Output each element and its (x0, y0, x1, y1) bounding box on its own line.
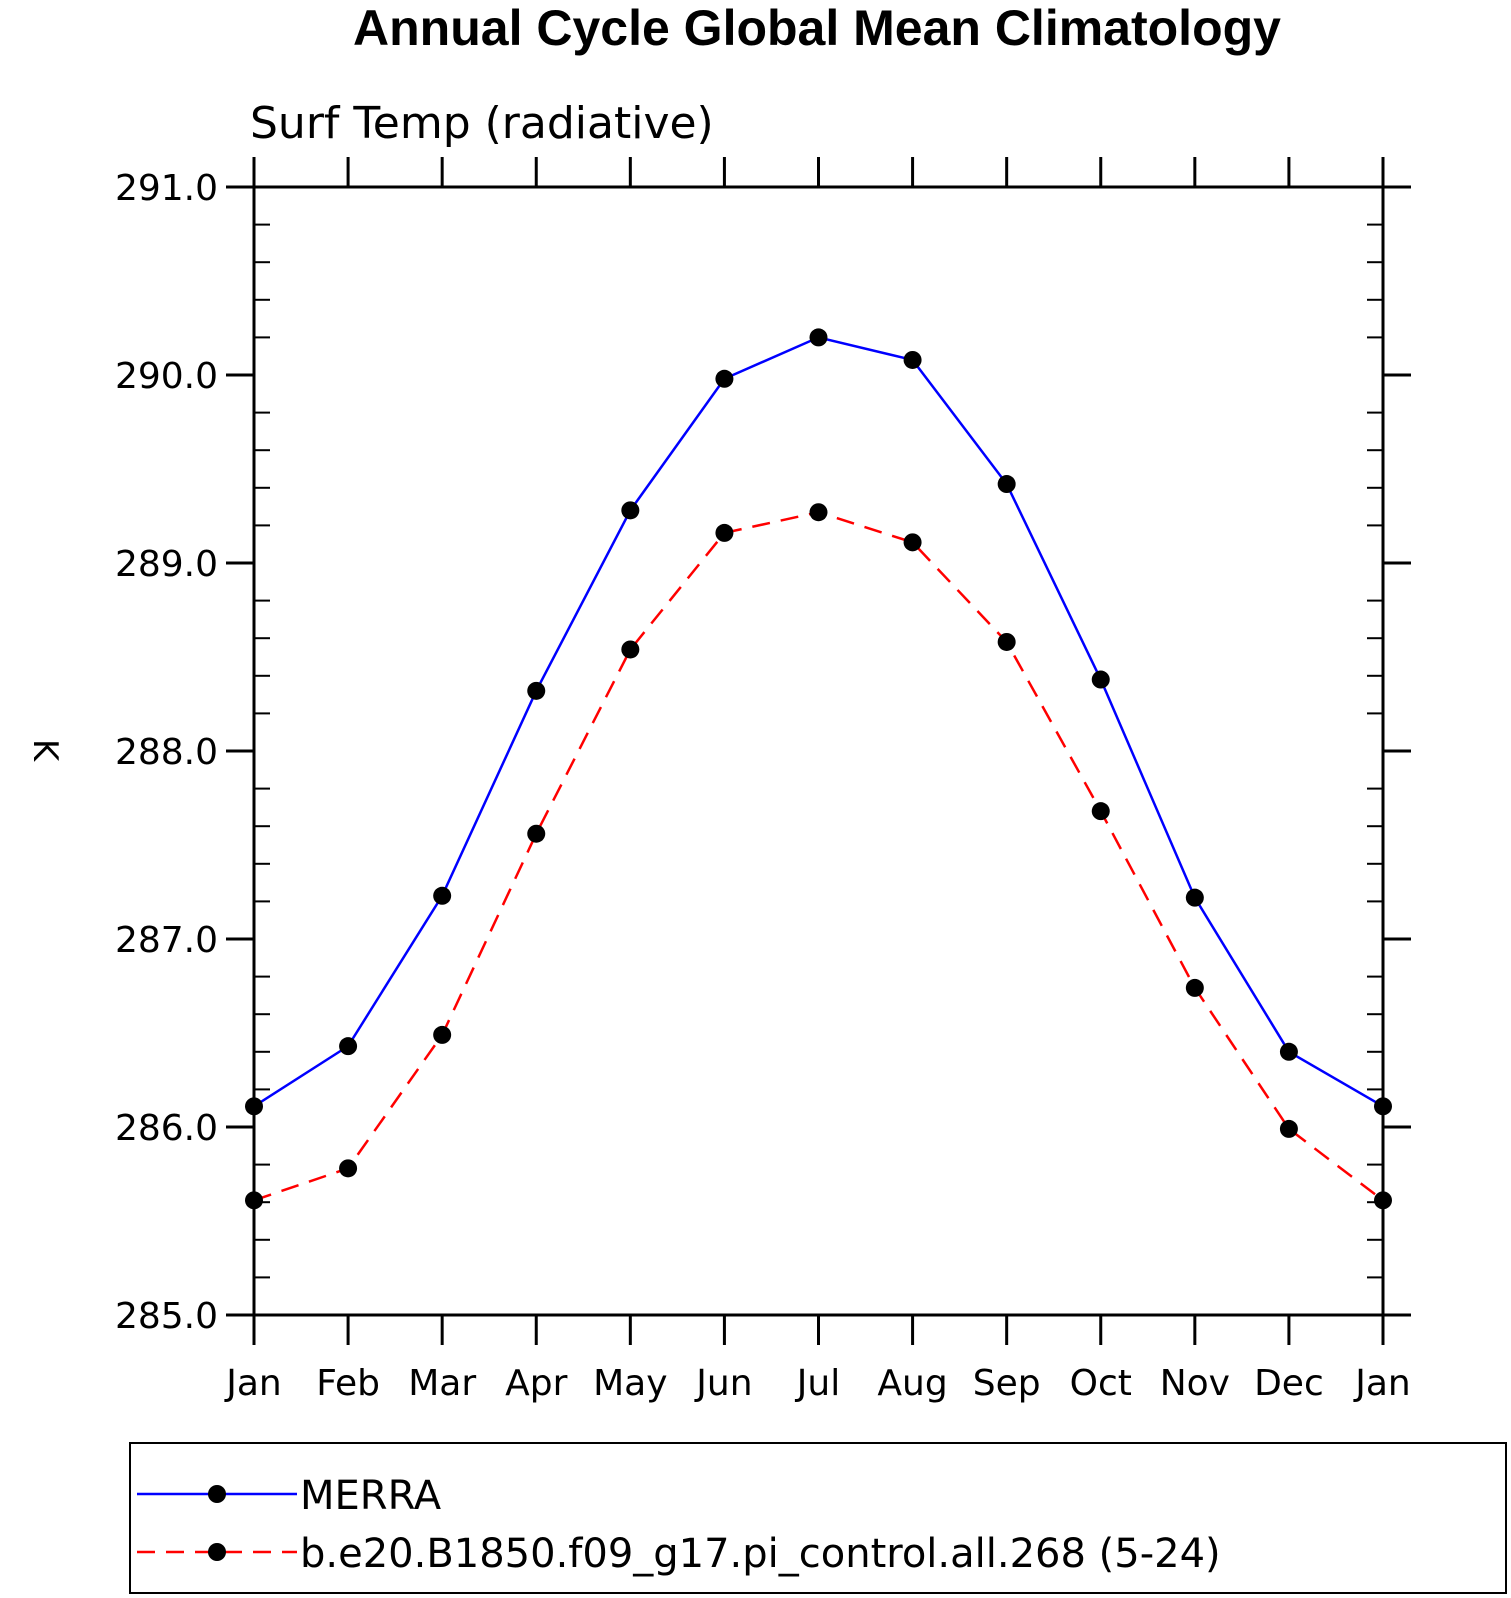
y-tick-label: 291.0 (115, 168, 218, 209)
x-tick-label: Jul (795, 1363, 840, 1404)
chart-title: Annual Cycle Global Mean Climatology (353, 0, 1281, 56)
legend-label: MERRA (300, 1473, 442, 1519)
series-line (253, 510, 1384, 1202)
data-point (1374, 1097, 1392, 1116)
data-point (1279, 1042, 1298, 1061)
y-axis-label: K (25, 739, 65, 763)
x-tick-label: Nov (1160, 1363, 1230, 1404)
legend-marker (208, 1543, 226, 1561)
data-point (527, 681, 546, 700)
data-point (621, 640, 640, 659)
y-tick-label: 289.0 (115, 544, 218, 585)
y-tick-labels: 285.0 286.0 287.0 288.0 289.0 290.0 291.0 (115, 168, 218, 1337)
legend-label: b.e20.B1850.f09_g17.pi_control.all.268 (… (300, 1531, 1221, 1577)
x-tick-label: Jan (224, 1363, 282, 1404)
y-tick-label: 288.0 (115, 732, 218, 773)
data-point (339, 1159, 358, 1178)
data-point (527, 824, 546, 843)
series-2 (245, 503, 1392, 1210)
y-tick-label: 290.0 (115, 356, 218, 397)
data-point (809, 328, 828, 347)
plot-axes (252, 185, 1385, 1317)
data-point (621, 501, 640, 520)
chart-subtitle: Surf Temp (radiative) (250, 98, 714, 149)
data-point (809, 503, 828, 522)
x-tick-label: Dec (1254, 1363, 1324, 1404)
data-point (433, 1025, 452, 1044)
data-point (903, 350, 922, 369)
x-tick-label: Jun (694, 1363, 752, 1404)
y-tick-label: 285.0 (115, 1296, 218, 1337)
legend-marker (208, 1485, 226, 1503)
data-point (1279, 1119, 1298, 1138)
x-tick-label: Oct (1070, 1363, 1132, 1404)
y-tick-label: 287.0 (115, 920, 218, 961)
data-point (1091, 802, 1110, 821)
legend-entry: MERRA (137, 1473, 442, 1519)
legend: MERRA b.e20.B1850.f09_g17.pi_control.all.… (129, 1442, 1507, 1594)
data-point (339, 1037, 358, 1056)
axis-ticks (226, 157, 1411, 1345)
x-tick-label: Feb (316, 1363, 380, 1404)
data-point (1374, 1191, 1392, 1210)
x-tick-label: Sep (973, 1363, 1041, 1404)
data-point (1185, 978, 1204, 997)
series-1 (245, 328, 1392, 1116)
x-tick-label: May (593, 1363, 667, 1404)
data-point (997, 632, 1016, 651)
x-tick-label: Mar (408, 1363, 476, 1404)
data-point (903, 533, 922, 552)
data-point (997, 475, 1016, 494)
series-line (253, 336, 1384, 1108)
data-point (1185, 888, 1204, 907)
data-point (1091, 670, 1110, 689)
series-layer (245, 328, 1392, 1210)
x-tick-label: Aug (877, 1363, 947, 1404)
legend-entry: b.e20.B1850.f09_g17.pi_control.all.268 (… (137, 1531, 1221, 1577)
x-tick-label: Apr (505, 1363, 567, 1404)
data-point (433, 886, 452, 905)
x-tick-label: Jan (1353, 1363, 1411, 1404)
plot-frame (252, 185, 1385, 1317)
data-point (715, 523, 734, 542)
data-point (245, 1191, 263, 1210)
x-tick-labels: Jan Feb Mar Apr May Jun Jul Aug Sep Oct Nov Dec Jan (224, 1363, 1411, 1404)
legend-box (129, 1442, 1507, 1594)
y-tick-label: 286.0 (115, 1108, 218, 1149)
data-point (245, 1097, 263, 1116)
data-point (715, 369, 734, 388)
